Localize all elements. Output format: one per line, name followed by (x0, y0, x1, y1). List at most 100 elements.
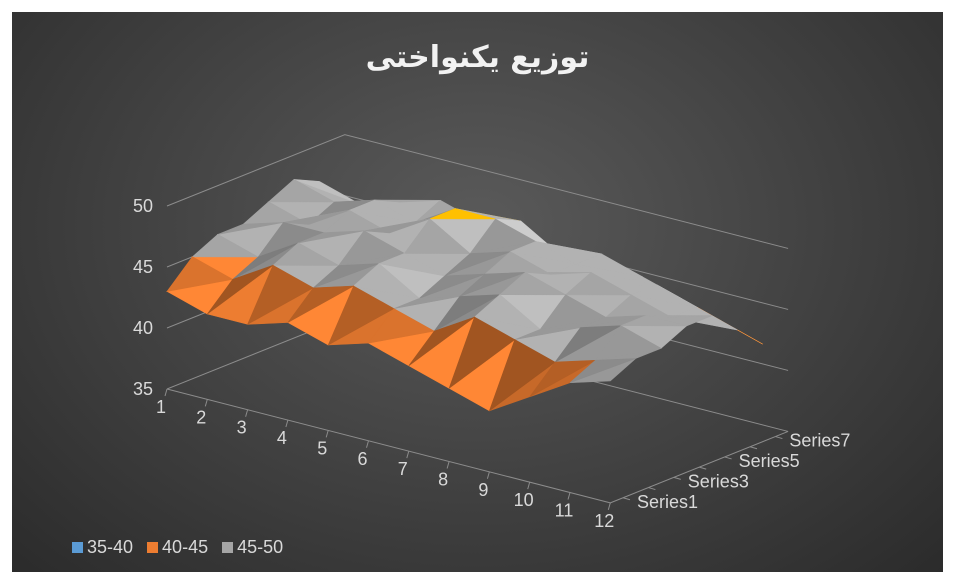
legend-swatch (72, 542, 83, 553)
x-tick-label: 3 (237, 418, 247, 438)
z-tick-label: 35 (133, 379, 153, 399)
x-tick (406, 450, 410, 459)
x-tick (486, 471, 490, 479)
x-tick (607, 502, 611, 510)
surface-facet (217, 222, 284, 235)
surface-facet (620, 315, 687, 327)
x-tick (527, 482, 531, 490)
z-tick-label: 40 (133, 318, 153, 338)
x-tick-label: 7 (398, 459, 408, 479)
x-tick-label: 8 (438, 469, 448, 489)
surface-facet (367, 308, 436, 344)
x-tick (567, 492, 571, 500)
surface-facet (338, 230, 406, 266)
z-tick-label: 45 (133, 257, 153, 277)
legend-swatch (222, 542, 234, 553)
surface-facet (377, 253, 445, 277)
surface-facet (469, 218, 537, 255)
series-axis-label: Series1 (637, 492, 698, 512)
series-axis-label: Series7 (789, 431, 850, 451)
x-tick (366, 440, 369, 448)
surface-facet (499, 271, 567, 296)
surface-facet (403, 218, 471, 254)
x-tick-label: 4 (277, 428, 287, 448)
surface-facet (313, 263, 380, 289)
surface-facet (514, 327, 581, 340)
x-tick-label: 5 (317, 438, 327, 458)
surface-facet (569, 358, 636, 383)
x-tick-label: 10 (514, 490, 534, 510)
surface-facet (287, 285, 354, 323)
surface-facet (433, 294, 501, 332)
surface-facet (488, 339, 556, 412)
surface-facet (564, 272, 633, 296)
surface-facet (327, 285, 395, 346)
x-tick (285, 419, 289, 428)
surface-facet (364, 218, 430, 234)
surface-facet (352, 263, 421, 299)
x-tick-label: 1 (156, 397, 166, 417)
surface-facet (575, 253, 642, 277)
legend-item: 45-50 (222, 537, 283, 558)
legend-item: 35-40 (72, 537, 133, 558)
legend: 35-40 40-45 45-50 (72, 537, 283, 558)
x-tick (446, 461, 450, 469)
surface-facet (473, 294, 542, 330)
surface-facet (232, 242, 299, 280)
series-tick (724, 456, 732, 460)
series-tick (749, 446, 758, 450)
surface-facet (444, 251, 511, 277)
x-tick-label: 6 (357, 449, 367, 469)
series-axis-line (610, 430, 789, 504)
x-tick-label: 2 (196, 407, 206, 427)
surface-facet (408, 316, 475, 366)
surface-facet (374, 199, 441, 203)
surface-facet (646, 315, 712, 318)
chart-title: توزیع یکنواختی (365, 40, 590, 75)
surface-facet (594, 325, 662, 361)
legend-label: 35-40 (87, 537, 134, 557)
legend-label: 45-50 (237, 537, 284, 557)
surface-facet (267, 179, 336, 203)
surface-facet (293, 179, 360, 205)
x-axis-line (166, 388, 611, 504)
surface-facet (429, 208, 496, 220)
x-tick-label: 12 (594, 511, 614, 531)
series-tick (673, 476, 681, 480)
x-tick-label: 11 (555, 501, 574, 521)
surface-facet (166, 256, 234, 292)
surface-facet (448, 316, 516, 390)
series-axis-label: Series5 (739, 451, 800, 471)
gridline (166, 134, 789, 249)
surface-facet (459, 272, 526, 297)
surface-facet (191, 234, 260, 258)
x-tick (164, 388, 168, 397)
legend-swatch (147, 542, 159, 553)
surface-facet (580, 315, 647, 328)
x-tick (204, 399, 208, 407)
series-tick (648, 487, 656, 491)
z-tick-label: 50 (133, 196, 153, 216)
legend-label: 40-45 (162, 537, 209, 557)
series-tick (622, 497, 631, 501)
series-tick (699, 466, 707, 470)
series-tick (775, 436, 783, 440)
surface-facet (525, 271, 592, 275)
chart-area[interactable]: 35 40 45 50 1 2 3 4 5 6 7 8 9 10 11 12 Series1 Series3 Ser… (12, 12, 943, 572)
surface-facet (539, 294, 607, 330)
surface-facet (272, 242, 340, 266)
surface-facet (509, 241, 577, 265)
x-tick (325, 430, 329, 438)
x-tick-label: 9 (478, 480, 488, 500)
surface-facet (257, 222, 325, 258)
surface-plot: 35404550123456789101112Series1Series3Ser… (133, 134, 850, 531)
surface-facet (554, 325, 621, 363)
surface-facet (246, 264, 314, 325)
legend-item: 40-45 (147, 537, 208, 558)
surface-facet (419, 273, 486, 299)
surface-facet (207, 265, 274, 315)
surface-facet (529, 360, 596, 398)
surface-facet (348, 199, 416, 223)
series-axis-label: Series3 (688, 471, 749, 491)
